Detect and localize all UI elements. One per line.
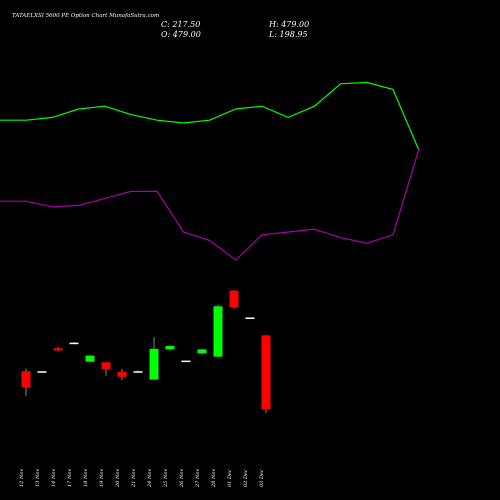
candle-body bbox=[69, 342, 79, 345]
candle-body bbox=[213, 306, 223, 357]
candle-body bbox=[133, 371, 143, 373]
x-axis-ticks: 12 Nov 13 Nov 14 Nov 17 Nov 18 Nov 19 Nov 20 N… bbox=[19, 469, 265, 488]
candle-body bbox=[181, 360, 191, 363]
candle-body bbox=[117, 371, 127, 377]
high-label: H: 479.00 bbox=[268, 20, 309, 29]
x-tick-label: 01 Dec bbox=[227, 469, 233, 487]
candle-body bbox=[261, 335, 271, 410]
low-label: L: 198.95 bbox=[268, 30, 308, 39]
candle-body bbox=[53, 348, 63, 351]
x-tick-label: 17 Nov bbox=[67, 469, 73, 487]
x-tick-label: 25 Nov bbox=[163, 469, 169, 488]
x-tick-label: 21 Nov bbox=[131, 469, 137, 488]
candle-body bbox=[101, 362, 111, 369]
x-tick-label: 26 Nov bbox=[179, 469, 185, 488]
upper-band-line bbox=[0, 81, 420, 152]
candle-body bbox=[197, 349, 207, 354]
close-label: C: 217.50 bbox=[161, 20, 200, 29]
candle-body bbox=[37, 371, 47, 373]
lower-band-line bbox=[0, 147, 420, 261]
x-tick-label: 24 Nov bbox=[147, 469, 153, 488]
candle-body bbox=[85, 355, 95, 362]
x-tick-label: 13 Nov bbox=[35, 469, 41, 487]
x-tick-label: 28 Nov bbox=[211, 469, 217, 488]
candle-body bbox=[229, 290, 239, 308]
x-tick-label: 12 Nov bbox=[19, 469, 25, 487]
candle-body bbox=[165, 346, 175, 350]
x-tick-label: 19 Nov bbox=[99, 469, 105, 487]
candle-body bbox=[149, 348, 159, 380]
x-tick-label: 03 Dec bbox=[259, 469, 265, 487]
x-tick-label: 14 Nov bbox=[51, 469, 57, 487]
x-tick-label: 18 Nov bbox=[83, 469, 89, 487]
x-tick-label: 27 Nov bbox=[195, 469, 201, 488]
candle-body bbox=[21, 371, 31, 388]
chart-title: TATAELXSI 5600 PE Option Chart MunafaSut… bbox=[12, 13, 159, 19]
candles-group bbox=[21, 290, 271, 414]
x-tick-label: 20 Nov bbox=[115, 469, 121, 488]
x-tick-label: 02 Dec bbox=[243, 469, 249, 487]
candle-body bbox=[245, 317, 255, 319]
open-label: O: 479.00 bbox=[161, 30, 201, 39]
